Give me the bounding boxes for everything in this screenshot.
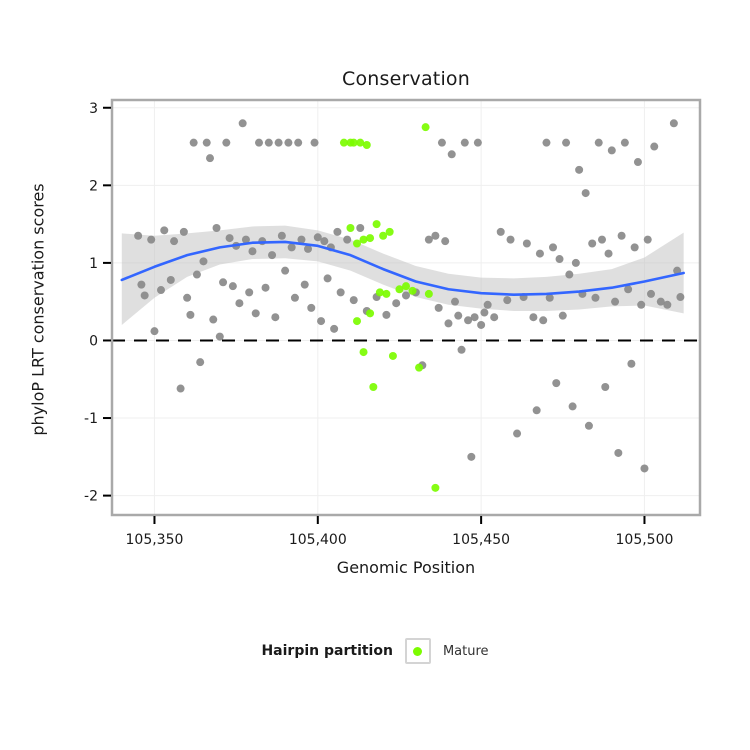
plot-svg: 105,350 105,400 105,450 105,500 -2 -1 0 1 2 3 [84,98,702,548]
y-axis-label: phyloP LRT conservation scores [28,183,48,436]
svg-text:3: 3 [89,101,98,117]
svg-text:-2: -2 [84,489,98,505]
svg-text:105,350: 105,350 [126,532,184,548]
mature-dot-icon [413,646,423,656]
svg-text:105,450: 105,450 [452,532,510,548]
svg-text:105,400: 105,400 [289,532,347,548]
svg-text:-1: -1 [84,411,98,427]
legend-title: Hairpin partition [261,643,393,659]
x-axis-label: Genomic Position [336,558,476,577]
legend: Hairpin partition Mature [0,638,750,664]
svg-text:2: 2 [89,178,98,194]
svg-text:1: 1 [89,256,98,272]
svg-text:0: 0 [89,333,98,349]
svg-text:105,500: 105,500 [616,532,674,548]
legend-label-mature: Mature [442,643,489,659]
legend-key-box [404,638,431,664]
chart-title: Conservation [341,68,470,90]
